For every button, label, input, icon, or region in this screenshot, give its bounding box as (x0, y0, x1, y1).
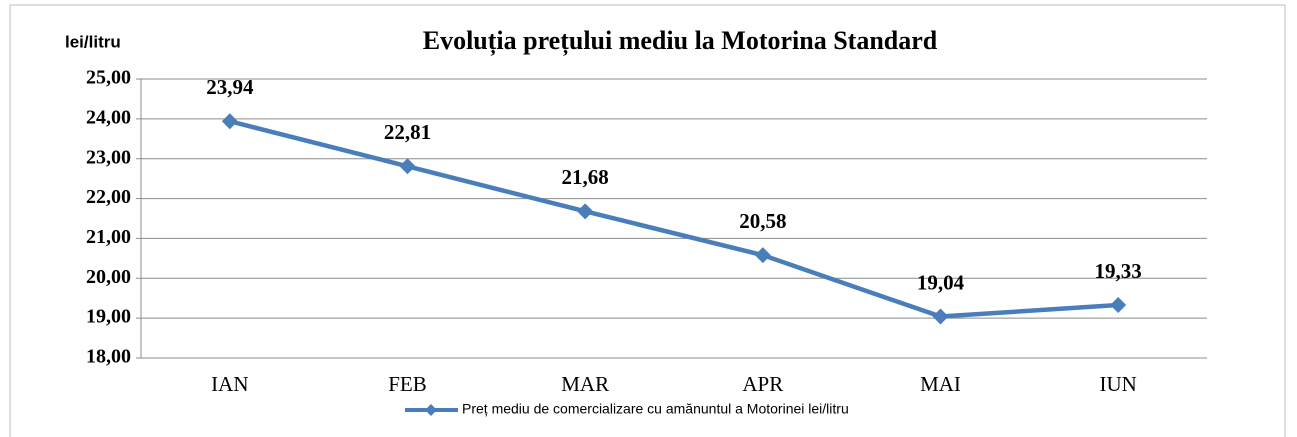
x-tick-label: FEB (388, 372, 427, 396)
x-tick-label: MAR (561, 372, 609, 396)
y-tick-label: 20,00 (86, 266, 131, 288)
x-tick-label: APR (742, 372, 783, 396)
data-label: 22,81 (384, 120, 431, 144)
data-point (754, 247, 771, 264)
x-tick-label: IAN (211, 372, 248, 396)
x-tick-label: MAI (920, 372, 961, 396)
legend-marker (425, 404, 437, 416)
chart-title: Evoluția prețului mediu la Motorina Stan… (423, 26, 938, 56)
data-point (221, 113, 238, 130)
y-tick-label: 22,00 (86, 186, 131, 208)
data-point (932, 308, 949, 325)
y-tick-label: 23,00 (86, 146, 131, 168)
data-label: 20,58 (739, 209, 786, 233)
data-label: 21,68 (562, 165, 609, 189)
x-tick-label: IUN (1100, 372, 1137, 396)
y-tick-label: 19,00 (86, 306, 131, 328)
chart-frame (9, 4, 1286, 437)
data-label: 23,94 (206, 75, 254, 99)
y-tick-label: 18,00 (86, 346, 131, 368)
series-line (229, 119, 1119, 319)
y-axis-label: lei/litru (65, 32, 121, 51)
y-tick-label: 25,00 (86, 67, 131, 89)
data-label: 19,33 (1095, 259, 1142, 283)
data-point (577, 203, 594, 220)
y-tick-label: 24,00 (86, 106, 131, 128)
data-point (1110, 296, 1127, 313)
data-label: 19,04 (917, 270, 965, 294)
y-tick-label: 21,00 (86, 226, 131, 248)
legend-label: Preț mediu de comercializare cu amănuntu… (462, 401, 849, 417)
data-point (399, 158, 416, 175)
